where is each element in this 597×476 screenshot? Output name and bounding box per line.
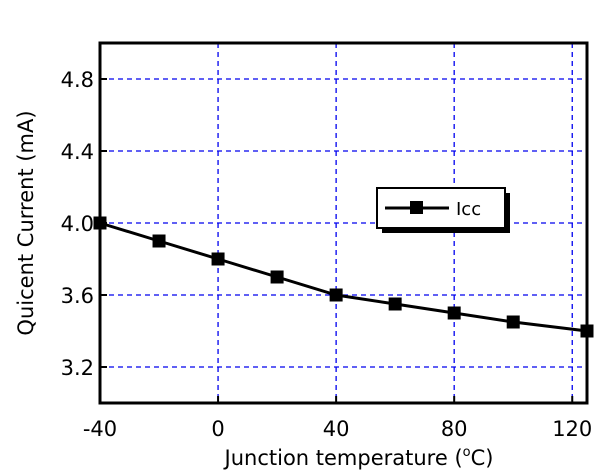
data-point-marker: [506, 315, 520, 329]
x-axis-label-unit: C): [471, 446, 494, 470]
legend-label: Icc: [456, 199, 481, 220]
x-tick-label: 0: [211, 417, 224, 441]
data-point-marker: [388, 297, 402, 311]
y-tick-label: 3.2: [61, 356, 94, 380]
y-tick-label: 4.8: [61, 68, 94, 92]
y-axis-label: Quicent Current (mA): [14, 110, 38, 335]
data-point-marker: [152, 234, 166, 248]
axis-ticks: -40 0 40 80 120 3.2 3.6 4.0 4.4 4.8: [61, 68, 593, 441]
data-point-marker: [211, 252, 225, 266]
x-axis-label-main: Junction temperature (: [223, 446, 463, 470]
y-tick-label: 4.4: [61, 140, 94, 164]
y-tick-label: 3.6: [61, 284, 94, 308]
data-point-marker: [447, 306, 461, 320]
x-tick-label: -40: [83, 417, 117, 441]
grid-lines: [99, 43, 587, 403]
x-tick-label: 120: [552, 417, 592, 441]
data-point-marker: [93, 216, 107, 230]
legend: Icc: [376, 187, 510, 233]
x-axis-label-sup: o: [463, 445, 471, 460]
x-tick-label: 80: [441, 417, 468, 441]
data-point-marker: [270, 270, 284, 284]
data-point-marker: [580, 324, 594, 338]
y-tick-label: 4.0: [61, 212, 94, 236]
x-axis-label: Junction temperature (oC): [223, 445, 494, 470]
series-line-icc: [99, 221, 588, 333]
legend-marker: [410, 201, 423, 214]
series-icc: [93, 216, 594, 338]
data-point-marker: [329, 288, 343, 302]
x-tick-label: 40: [323, 417, 350, 441]
